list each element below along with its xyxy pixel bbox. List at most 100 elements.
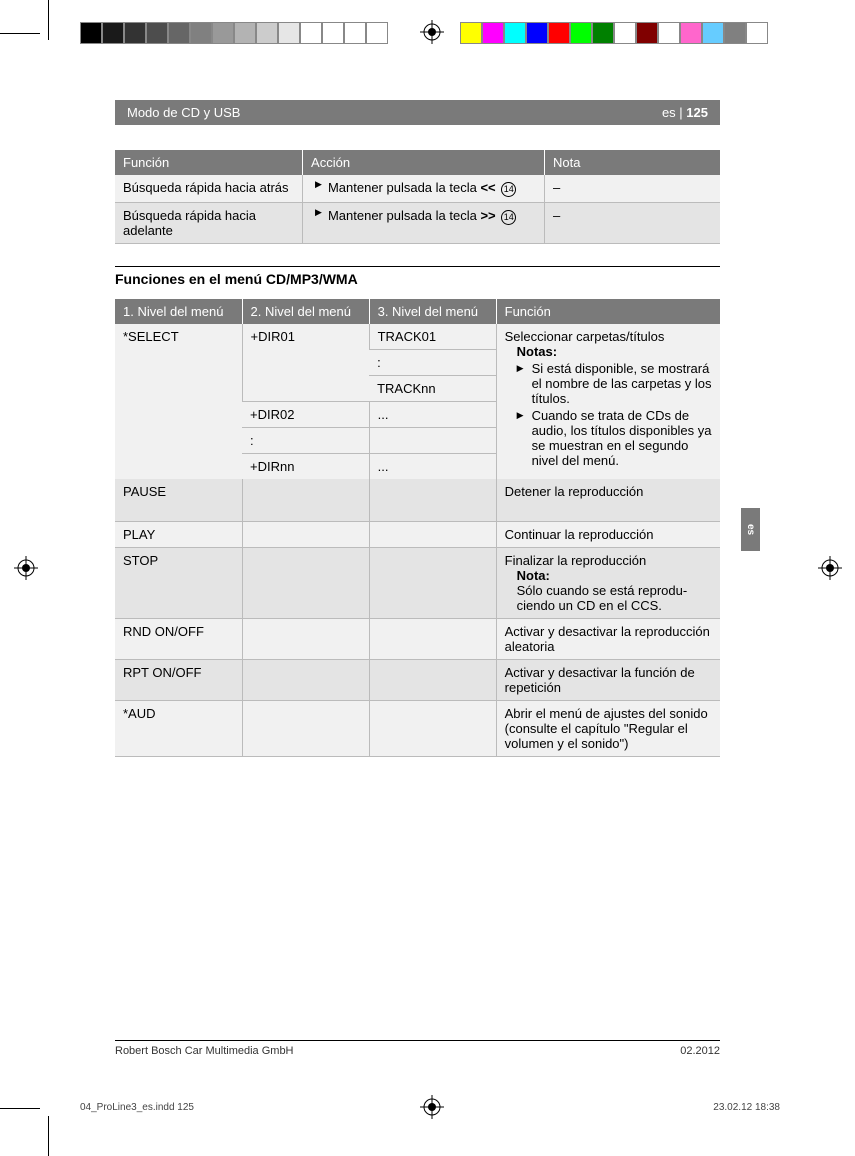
colorbar-swatch [278,22,300,44]
cell-dir02: +DIR02 [242,402,369,428]
cell-dir-dots: : [242,428,369,454]
t2-header-3: 3. Nivel del menú [369,299,496,324]
indd-file: 04_ProLine3_es.indd 125 [80,1102,194,1113]
cell-select-func: Seleccionar carpetas/títulos Notas: Si e… [496,324,720,479]
table-row: PLAY Continuar la reproducción [115,521,720,547]
cell-func: Abrir el menú de ajustes del sonido (con… [496,700,720,756]
colorbar-swatch [168,22,190,44]
colorbar-swatch [746,22,768,44]
indd-datetime: 23.02.12 18:38 [713,1102,780,1113]
colorbar-swatch [146,22,168,44]
cell-lvl3 [369,659,496,700]
cell-lvl2 [242,618,369,659]
cell-lvl1: PAUSE [115,479,242,521]
cell-lvl2 [242,547,369,618]
cell-select: *SELECT [115,324,242,479]
colorbar-swatch [614,22,636,44]
cell-lvl1: STOP [115,547,242,618]
table-row: Búsqueda rápida hacia adelante Mantener … [115,203,720,244]
colorbar-swatch [124,22,146,44]
colorbar-right [460,22,768,44]
cell-lvl1: RND ON/OFF [115,618,242,659]
registration-mark-right [818,556,842,580]
header-page: es | 125 [662,105,708,120]
cell-lvl3 [369,618,496,659]
cell-func: Continuar la reproducción [496,521,720,547]
crop-mark [0,33,40,34]
function-action-table: Función Acción Nota Búsqueda rápida haci… [115,150,720,244]
footer-left: Robert Bosch Car Multimedia GmbH [115,1045,294,1057]
cell-empty [369,428,496,454]
t1-header-funcion: Función [115,150,303,175]
colorbar-swatch [526,22,548,44]
colorbar-swatch [300,22,322,44]
t2-header-2: 2. Nivel del menú [242,299,369,324]
cell-lvl2 [242,479,369,521]
colorbar-swatch [460,22,482,44]
colorbar-swatch [322,22,344,44]
cell-funcion: Búsqueda rápida hacia adelante [115,203,303,244]
colorbar-swatch [102,22,124,44]
cell-lvl3 [369,479,496,521]
colorbar-swatch [548,22,570,44]
crop-mark [48,0,49,40]
colorbar-swatch [570,22,592,44]
table-row: STOP Finalizar la reproducciónNota:Sólo … [115,547,720,618]
colorbar-swatch [724,22,746,44]
colorbar-swatch [592,22,614,44]
t1-header-accion: Acción [303,150,545,175]
colorbar-swatch [80,22,102,44]
cell-lvl3 [369,700,496,756]
note-item: Si está disponible, se mostrará el nombr… [517,361,712,406]
section-title: Funciones en el menú CD/MP3/WMA [115,266,720,287]
table-row: RPT ON/OFF Activar y desactivar la funci… [115,659,720,700]
cell-track01: TRACK01 [369,324,496,350]
cell-lvl1: *AUD [115,700,242,756]
colorbar-left [80,22,388,44]
colorbar-swatch [344,22,366,44]
header-section: Modo de CD y USB [127,105,240,120]
colorbar-swatch [234,22,256,44]
cell-track-dots: : [369,350,496,376]
table-row: Búsqueda rápida hacia atrás Mantener pul… [115,175,720,203]
table-row: *AUD Abrir el menú de ajustes del sonido… [115,700,720,756]
cell-dirnn: +DIRnn [242,454,369,480]
colorbar-swatch [212,22,234,44]
indd-footer: 04_ProLine3_es.indd 125 23.02.12 18:38 [80,1102,780,1113]
table-row: RND ON/OFF Activar y desactivar la repro… [115,618,720,659]
cell-accion: Mantener pulsada la tecla >> 14 [303,203,545,244]
table-row: PAUSE Detener la reproducción [115,479,720,521]
cell-lvl1: RPT ON/OFF [115,659,242,700]
cell-func: Finalizar la reproducciónNota:Sólo cuand… [496,547,720,618]
registration-mark-top [420,20,444,44]
cell-func: Activar y desactivar la función de repet… [496,659,720,700]
cell-lvl3 [369,521,496,547]
colorbar-swatch [504,22,526,44]
page-content: Modo de CD y USB es | 125 Función Acción… [115,100,720,757]
colorbar-swatch [680,22,702,44]
colorbar-swatch [658,22,680,44]
cell-dir01: +DIR01 [242,324,369,402]
cell-lvl3 [369,547,496,618]
cell-tracknn: TRACKnn [369,376,496,402]
colorbar-swatch [190,22,212,44]
cell-nota: – [545,203,720,244]
crop-mark [0,1108,40,1109]
cell-func: Activar y desactivar la reproduc­ción al… [496,618,720,659]
page-header: Modo de CD y USB es | 125 [115,100,720,125]
colorbar-swatch [702,22,724,44]
cell-funcion: Búsqueda rápida hacia atrás [115,175,303,203]
colorbar-swatch [366,22,388,44]
colorbar-swatch [636,22,658,44]
colorbar-swatch [256,22,278,44]
page-footer: Robert Bosch Car Multimedia GmbH 02.2012 [115,1040,720,1057]
cell-func: Detener la reproducción [496,479,720,521]
footer-right: 02.2012 [680,1045,720,1057]
cell-lvl2 [242,521,369,547]
side-tab: es [741,508,760,551]
t2-header-4: Función [496,299,720,324]
cell-dirnn-tracks: ... [369,454,496,480]
cell-accion: Mantener pulsada la tecla << 14 [303,175,545,203]
colorbar-swatch [482,22,504,44]
t2-header-1: 1. Nivel del menú [115,299,242,324]
